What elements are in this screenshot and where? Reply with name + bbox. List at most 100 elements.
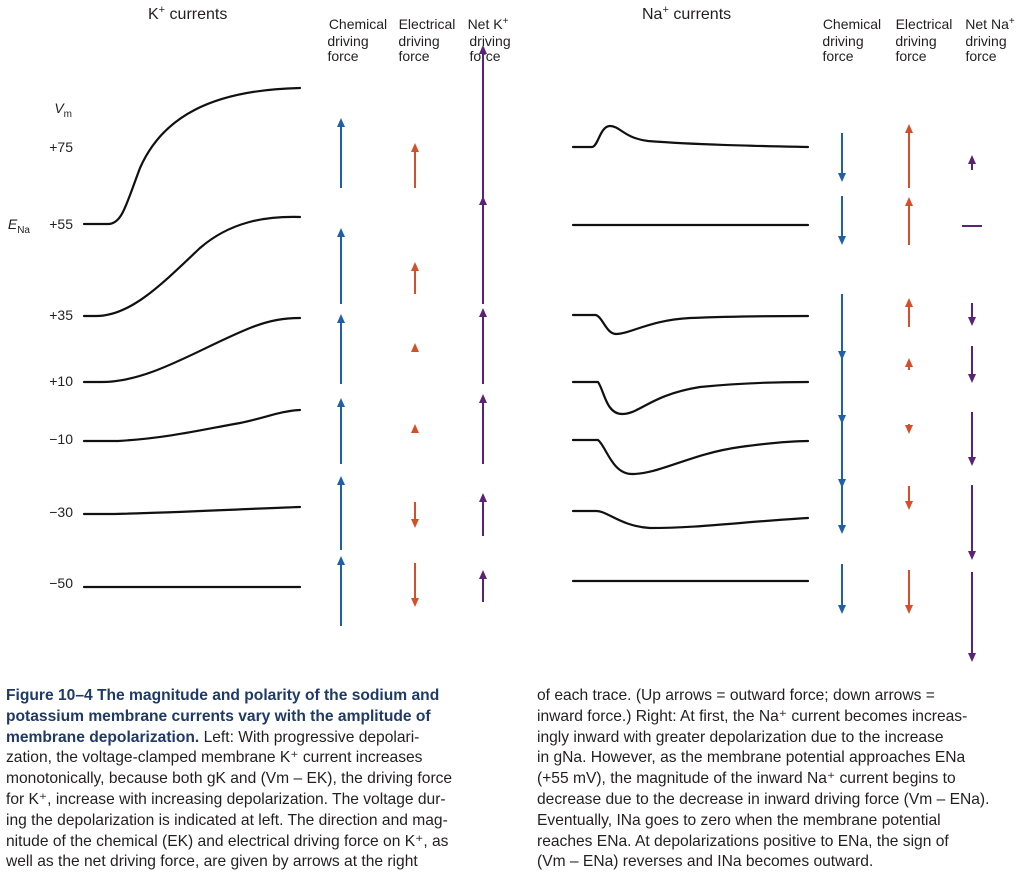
na-chem-arrow-row-5-head	[838, 525, 846, 534]
k-chem-arrow-row-3	[337, 398, 345, 464]
na-chem-arrow-row-2	[838, 294, 846, 360]
k-net-arrow-row-3-head	[479, 394, 487, 403]
na-elec-arrow-row-0	[905, 124, 913, 188]
voltage-label-minus50: −50	[49, 575, 73, 591]
k-chem-arrow-row-3-head	[337, 398, 345, 407]
k-elec-arrow-row-4	[411, 502, 419, 528]
k-net-arrow-row-1	[479, 196, 487, 304]
na-elec-arrow-row-3	[905, 358, 913, 370]
na-net-arrow-row-0	[968, 155, 976, 170]
k-electrical-header-1: Electrical	[399, 16, 456, 32]
na-chemical-header-2: driving	[822, 33, 863, 49]
k-trace-plus75	[82, 86, 302, 226]
k-trace-plus55	[82, 215, 302, 318]
na-electrical-header-2: driving	[895, 33, 936, 49]
na-elec-arrow-row-6-head	[905, 605, 913, 614]
voltage-label-plus10: +10	[49, 373, 73, 389]
k-elec-arrow-row-2	[411, 343, 419, 352]
k-net-arrow-row-4	[479, 493, 487, 536]
na-chem-arrow-row-6-head	[838, 605, 846, 614]
caption-right-line-8: reaches ENa. At depolarizations positive…	[537, 832, 949, 850]
na-elec-arrow-row-5-head	[905, 501, 913, 510]
k-chem-arrow-row-5	[337, 556, 345, 626]
na-chemical-header-1: Chemical	[823, 16, 881, 32]
k-trace-minus10	[82, 505, 302, 516]
ena-label: ENa	[8, 216, 31, 236]
k-chemical-header-2: driving	[327, 33, 368, 49]
na-trace-minus10	[571, 438, 810, 476]
na-electrical-header-1: Electrical	[896, 16, 953, 32]
k-elec-arrow-row-0-head	[411, 143, 419, 152]
k-net-arrow-row-2-head	[479, 308, 487, 317]
na-net-arrow-row-5-head	[968, 551, 976, 560]
na-net-header-1: Net Na+	[965, 16, 1015, 32]
na-chem-arrow-row-3	[838, 356, 846, 424]
caption-left: Figure 10–4 The magnitude and polarity o…	[6, 686, 498, 873]
k-chem-arrow-row-2-head	[337, 314, 345, 323]
caption-left-line-3: membrane depolarization. Left: With prog…	[6, 728, 420, 746]
caption-right-line-4: in gNa. However, as the membrane potenti…	[537, 749, 966, 767]
caption-left-line-5: monotonically, because both gK and (Vm –…	[6, 770, 453, 788]
na-chem-arrow-row-4	[838, 414, 846, 488]
caption-left-line-6: for K⁺, increase with increasing depolar…	[6, 790, 446, 808]
na-chem-arrow-row-1	[838, 196, 846, 245]
k-trace-plus10	[82, 408, 302, 443]
k-elec-arrow-row-5-head	[411, 598, 419, 607]
caption-left-line-2: potassium membrane currents vary with th…	[6, 707, 431, 725]
na-net-arrow-row-3-head	[968, 374, 976, 383]
k-chem-arrow-row-4	[337, 476, 345, 550]
na-chem-arrow-row-5	[838, 482, 846, 534]
na-net-arrow-row-2	[968, 303, 976, 326]
k-net-header-1: Net K+	[468, 16, 509, 32]
na-trace-plus10	[571, 380, 810, 416]
voltage-label-plus55: +55	[49, 216, 73, 232]
na-net-arrow-row-2-head	[968, 317, 976, 326]
k-elec-arrow-row-2-head	[411, 343, 419, 352]
k-net-arrow-row-5	[479, 570, 487, 602]
k-net-header-2: driving	[469, 33, 510, 49]
k-net-arrow-row-5-head	[479, 570, 487, 579]
na-elec-arrow-row-1	[905, 197, 913, 245]
na-elec-arrow-row-6	[905, 570, 913, 614]
k-chemical-header-3: force	[327, 48, 358, 64]
k-net-arrow-row-4-head	[479, 493, 487, 502]
na-chem-arrow-row-2-head	[838, 351, 846, 360]
caption-right-line-7: Eventually, INa goes to zero when the me…	[537, 811, 941, 829]
k-net-arrow-row-2	[479, 308, 487, 384]
na-net-header-3: force	[965, 48, 996, 64]
na-net-arrow-row-3	[968, 346, 976, 383]
k-elec-arrow-row-4-head	[411, 519, 419, 528]
na-trace-plus75	[571, 124, 810, 149]
na-chem-arrow-row-0-head	[838, 173, 846, 182]
na-net-arrow-row-4	[968, 412, 976, 466]
k-panel-title: K+ currents	[148, 4, 227, 23]
na-chemical-header-3: force	[822, 48, 853, 64]
na-net-arrow-row-6-head	[968, 653, 976, 662]
k-net-arrow-row-0-head	[479, 45, 487, 54]
na-elec-arrow-row-1-head	[905, 197, 913, 206]
caption-left-line-9: well as the net driving force, are given…	[6, 853, 418, 871]
k-elec-arrow-row-3	[411, 424, 419, 433]
k-chem-arrow-row-1	[337, 228, 345, 304]
k-chem-arrow-row-1-head	[337, 228, 345, 237]
k-chem-arrow-row-0-head	[337, 118, 345, 127]
k-chemical-header-1: Chemical	[329, 16, 387, 32]
caption-right-line-5: (+55 mV), the magnitude of the inward Na…	[537, 770, 956, 788]
na-chem-arrow-row-6	[838, 564, 846, 614]
caption-left-line-8: nitude of the chemical (EK) and electric…	[6, 832, 449, 850]
na-net-arrow-row-6	[968, 572, 976, 662]
na-trace-minus30	[571, 509, 810, 530]
caption-left-line-7: ing the depolarization is indicated at l…	[6, 811, 448, 829]
vm-axis-label: Vm	[54, 100, 72, 120]
k-trace-plus35	[82, 316, 302, 384]
k-net-header-3: force	[469, 48, 500, 64]
na-chem-arrow-row-0	[838, 133, 846, 182]
k-net-arrow-row-1-head	[479, 196, 487, 205]
na-elec-arrow-row-4	[905, 424, 913, 434]
caption-right-line-2: inward force.) Right: At first, the Na⁺ …	[537, 707, 968, 725]
voltage-label-plus75: +75	[49, 139, 73, 155]
ion-current-figure: K+ currents Na+ currents Chemical drivin…	[8, 4, 1015, 662]
na-net-header-2: driving	[965, 33, 1006, 49]
na-electrical-header-3: force	[895, 48, 926, 64]
k-chem-arrow-row-4-head	[337, 476, 345, 485]
